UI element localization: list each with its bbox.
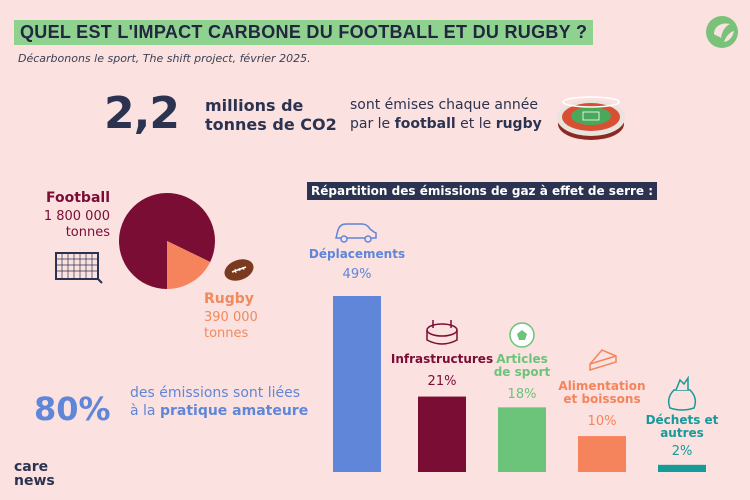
- page-title: QUEL EST L'IMPACT CARBONE DU FOOTBALL ET…: [14, 20, 594, 45]
- rugby-ball-icon: [224, 259, 254, 281]
- headline-description: sont émises chaque année par le football…: [350, 97, 542, 132]
- bar-label-articles-de-sport: Articles de sport: [494, 352, 551, 379]
- sandwich-icon: [589, 349, 617, 372]
- amateur-description: des émissions sont liées à la pratique a…: [130, 385, 309, 419]
- bar-value-dechets: 2%: [672, 444, 693, 459]
- car-icon: [335, 223, 377, 243]
- bar-label-infrastructures: Infrastructures: [391, 352, 493, 366]
- source-subtitle: Décarbonons le sport, The shift project,…: [18, 52, 311, 65]
- leaf-logo-icon: [706, 16, 738, 48]
- bar-value-articles-de-sport: 18%: [508, 387, 537, 402]
- headline-number: 2,2: [104, 88, 180, 139]
- stadium-illustration-icon: [557, 96, 625, 140]
- bar-label-dechets: Déchets et autres: [646, 413, 719, 440]
- bar-value-infrastructures: 21%: [428, 374, 457, 389]
- football-value: 1 800 000 tonnes: [43, 209, 110, 240]
- bar-value-deplacements: 49%: [343, 267, 372, 282]
- stadium-icon: [426, 320, 458, 345]
- football-word: football: [394, 116, 456, 132]
- bar-label-alimentation: Alimentation et boissons: [558, 379, 645, 406]
- headline-unit: millions de tonnes de CO2: [205, 96, 337, 134]
- football-label: Football: [46, 190, 110, 206]
- bar-value-alimentation: 10%: [588, 414, 617, 429]
- goal-net-icon: [55, 252, 103, 284]
- carenews-logo: care news: [14, 459, 55, 489]
- trash-bag-icon: [667, 375, 697, 411]
- rugby-label: Rugby: [204, 291, 254, 307]
- bar-articles-de-sport: [498, 407, 546, 472]
- bar-label-deplacements: Déplacements: [309, 247, 405, 261]
- bar-infrastructures: [418, 396, 466, 472]
- bar-alimentation: [578, 436, 626, 472]
- rugby-value: 390 000 tonnes: [204, 310, 258, 341]
- bar-chart-title: Répartition des émissions de gaz à effet…: [307, 182, 658, 200]
- bar-deplacements: [333, 296, 381, 472]
- pie-slice-rugby: [167, 241, 211, 289]
- soccer-ball-icon: [509, 322, 535, 348]
- amateur-bold: pratique amateure: [159, 403, 309, 419]
- amateur-percent: 80%: [34, 390, 111, 428]
- pie-slice-football: [119, 193, 215, 289]
- emissions-pie-chart: [119, 193, 215, 289]
- bar-dechets: [658, 464, 706, 472]
- rugby-word: rugby: [495, 116, 542, 132]
